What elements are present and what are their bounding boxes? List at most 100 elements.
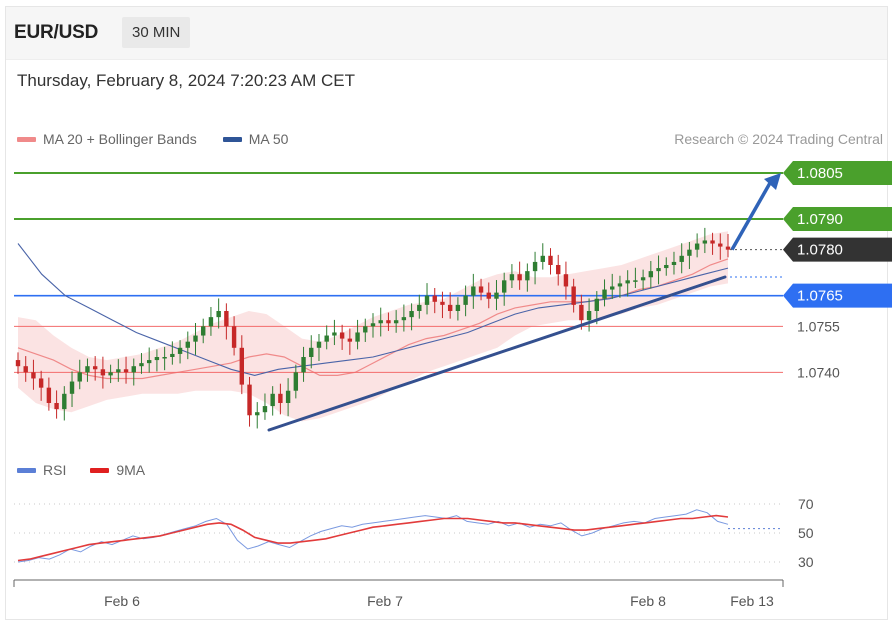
rsi9ma-legend-swatch [90,467,110,473]
candle-body [509,274,515,281]
candle-body [77,372,82,382]
rsi-tick-50: 50 [798,525,814,541]
candle-body [46,387,52,403]
chart-datetime: Thursday, February 8, 2024 7:20:23 AM CE… [17,71,355,90]
candle-body [571,286,576,305]
candle-body [478,286,484,293]
x-tick-label: Feb 13 [730,593,774,609]
price-panel: 1.0805 1.0790 1.0780 1.0765 1.0755 1.0740 [14,161,892,432]
rsi-tick-70: 70 [798,496,814,512]
candle-body [694,243,700,250]
level-label-1.0740: 1.0740 [797,364,840,380]
candle-body [702,240,708,244]
price-tag-1.0805 [783,161,892,185]
candle-body [247,384,252,416]
rsi-legend-label: RSI [43,462,67,478]
candle-body [293,372,299,391]
candle-body [278,393,283,403]
candle-body [31,372,36,379]
candle-body [316,341,322,348]
candle-body [216,311,221,318]
timeframe-badge[interactable]: 30 MIN [122,17,191,48]
candle-body [154,357,160,361]
price-tag-1.0780 [783,237,892,262]
candle-body [517,274,522,281]
ma20-line [17,258,729,380]
candle-body [193,335,198,342]
candle-body [633,280,638,282]
research-credit: Research © 2024 Trading Central [674,131,883,147]
candle-body [424,295,430,305]
candle-body [617,283,623,287]
candle-body [378,320,383,324]
candle-body [23,366,28,373]
rsi-9ma-line [17,514,729,562]
candle-body [231,326,237,348]
x-tick-label: Feb 7 [367,593,403,609]
candle-body [69,381,75,394]
candle-body [579,304,584,321]
candle-body [332,332,337,336]
candle-body [586,311,592,321]
candle-body [563,274,569,287]
candle-body [648,271,654,278]
candle-body [455,304,461,311]
rsi-panel: 70 50 30 [14,496,814,570]
candle-body [664,265,669,269]
x-tick-label: Feb 8 [630,593,666,609]
candle-body [447,304,453,311]
candle-body [718,243,723,247]
price-tag-text-1.0790: 1.0790 [797,211,843,228]
candle-body [185,341,190,348]
candle-body [92,366,98,370]
candle-body [355,332,360,342]
candle-body [62,393,67,410]
candle-body [710,240,715,244]
projection-arrow-head [764,173,781,190]
candle-body [123,369,129,373]
rsi-legend-swatch [17,467,36,473]
candle-body [15,360,21,367]
candle-body [594,298,600,311]
candle-body [540,255,545,262]
candle-body [432,295,437,302]
candle-body [324,335,329,342]
candle-body [270,393,275,407]
candle-body [339,332,345,339]
candle-body [602,289,607,299]
candle-body [54,403,59,410]
price-tag-text-1.0765: 1.0765 [797,288,843,305]
candle-body [486,292,491,299]
candle-body [170,353,175,357]
candle-body [38,378,44,388]
candle-body [162,357,167,359]
candle-body [201,326,206,336]
candle-body [262,406,268,413]
candle-body [386,320,391,324]
candle-body [363,326,368,333]
candle-body [100,369,106,376]
candle-body [417,304,422,311]
candle-body [301,357,306,373]
x-tick-label: Feb 6 [104,593,140,609]
price-legend: MA 20 + Bollinger Bands MA 50 [17,131,288,147]
trendline [267,275,727,432]
chart-header: EUR/USD 30 MIN [6,7,887,60]
ma20-legend-swatch [17,136,36,142]
candle-body [440,301,445,305]
rsi-legend: RSI 9MA [17,462,145,478]
candle-body [224,311,229,327]
candle-body [177,347,183,354]
candle-body [208,317,214,327]
projection-arrow-shaft [730,182,772,251]
candle-body [471,286,476,296]
candle-body [679,255,684,262]
candle-body [532,261,538,272]
candle-body [640,277,646,281]
candle-body [255,412,260,416]
candle-body [131,366,136,373]
candle-body [687,249,692,256]
rsi9ma-legend-label: 9MA [116,462,146,478]
ma20-legend-label: MA 20 + Bollinger Bands [43,131,197,147]
